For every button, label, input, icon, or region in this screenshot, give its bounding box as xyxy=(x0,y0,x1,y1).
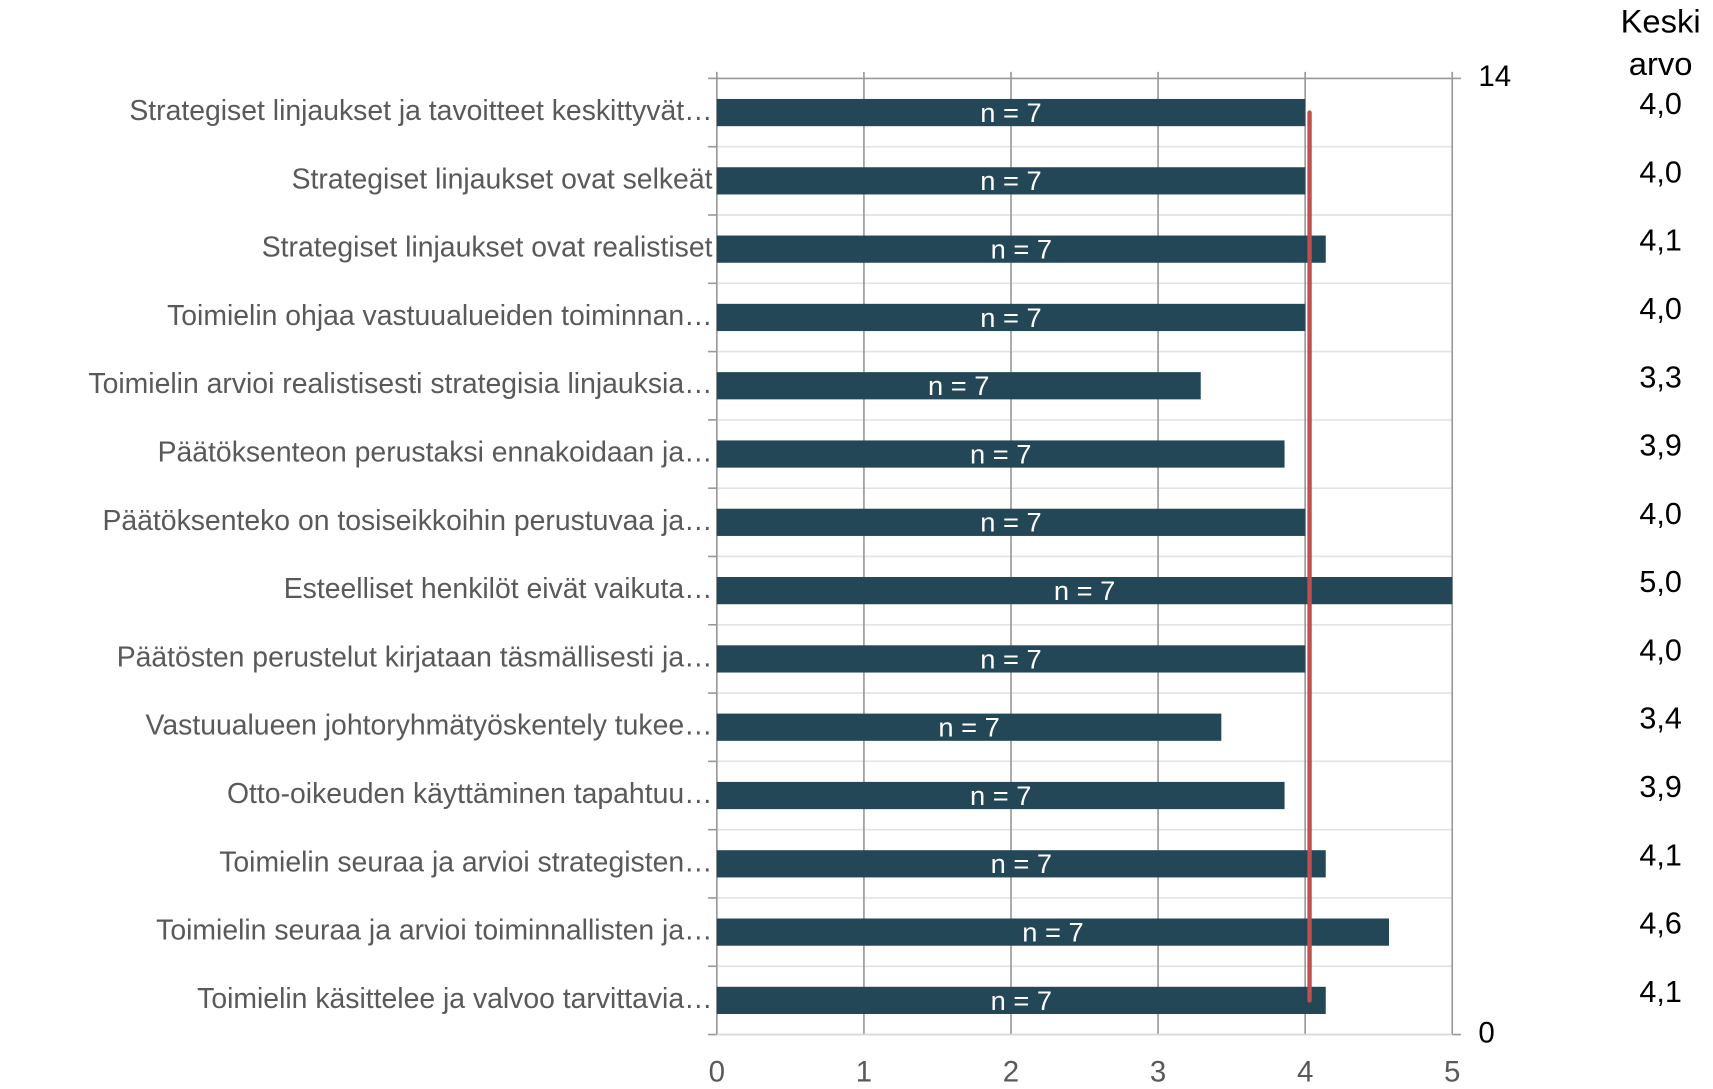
bar xyxy=(716,235,1326,263)
count-label: n = 7 xyxy=(980,165,1041,196)
count-label: n = 7 xyxy=(991,848,1052,879)
mean-label: 3,9 xyxy=(1639,429,1681,463)
mean-label: 4,0 xyxy=(1639,497,1681,531)
mean-label: 4,1 xyxy=(1639,838,1681,872)
count-label: n = 7 xyxy=(1054,575,1115,606)
bar xyxy=(716,918,1389,946)
mean-label: 4,1 xyxy=(1639,975,1681,1009)
mean-label: 4,0 xyxy=(1639,633,1681,667)
bar xyxy=(716,303,1306,332)
count-label: n = 7 xyxy=(970,438,1031,469)
bar xyxy=(716,440,1285,468)
mean-label: 4,0 xyxy=(1639,87,1681,121)
y-tick-label: Toimielin seuraa ja arvioi toiminnallist… xyxy=(156,915,712,947)
mean-label: 3,4 xyxy=(1639,702,1681,736)
y2-tick-label: 14 xyxy=(1478,60,1511,93)
y-tick-label: Strategiset linjaukset ovat realistiset xyxy=(262,232,713,264)
count-label: n = 7 xyxy=(970,780,1031,811)
mean-label: 3,3 xyxy=(1639,360,1681,394)
count-label: n = 7 xyxy=(980,97,1041,128)
bar xyxy=(716,98,1306,127)
y2-tick-label: 0 xyxy=(1478,1016,1494,1049)
count-label: n = 7 xyxy=(1022,917,1083,948)
y-tick-label: Toimielin käsittelee ja valvoo tarvittav… xyxy=(197,983,712,1015)
x-tick-label: 5 xyxy=(1444,1056,1460,1089)
y-tick-label: Päätösten perustelut kirjataan täsmällis… xyxy=(117,641,713,673)
mean-label: 4,6 xyxy=(1639,907,1681,941)
count-label: n = 7 xyxy=(928,370,989,401)
y-tick-label: Päätöksenteon perustaksi ennakoidaan ja… xyxy=(158,437,713,469)
count-label: n = 7 xyxy=(980,507,1041,538)
y-tick-label: Esteelliset henkilöt eivät vaikuta… xyxy=(284,573,713,605)
x-tick-label: 3 xyxy=(1150,1056,1166,1089)
count-label: n = 7 xyxy=(991,985,1052,1016)
bar xyxy=(716,372,1201,400)
x-tick-label: 0 xyxy=(709,1056,725,1089)
bar xyxy=(716,508,1306,536)
column-title: arvo xyxy=(1629,45,1693,82)
bar xyxy=(716,577,1453,605)
x-tick-label: 1 xyxy=(856,1056,872,1089)
y-tick-label: Vastuualueen johtoryhmätyöskentely tukee… xyxy=(146,710,713,742)
mean-label: 4,0 xyxy=(1639,155,1681,189)
bar xyxy=(716,986,1326,1015)
y-tick-label: Strategiset linjaukset ovat selkeät xyxy=(292,163,713,195)
y-tick-label: Otto-oikeuden käyttäminen tapahtuu… xyxy=(227,778,712,810)
y-tick-label: Päätöksenteko on tosiseikkoihin perustuv… xyxy=(102,505,712,537)
bar xyxy=(716,167,1306,195)
mean-label: 4,0 xyxy=(1639,292,1681,326)
count-label: n = 7 xyxy=(938,712,999,743)
count-label: n = 7 xyxy=(991,234,1052,265)
y-tick-label: Toimielin seuraa ja arvioi strategisten… xyxy=(219,846,712,878)
column-title: Keski xyxy=(1621,3,1701,40)
count-label: n = 7 xyxy=(980,643,1041,674)
bar xyxy=(716,645,1306,673)
mean-label: 5,0 xyxy=(1639,565,1681,599)
y-tick-label: Toimielin arvioi realistisesti strategis… xyxy=(88,368,712,400)
y-tick-label: Strategiset linjaukset ja tavoitteet kes… xyxy=(129,95,712,127)
y-tick-label: Toimielin ohjaa vastuualueiden toiminnan… xyxy=(167,300,712,332)
x-tick-label: 4 xyxy=(1297,1056,1313,1089)
count-label: n = 7 xyxy=(980,302,1041,333)
mean-label: 4,1 xyxy=(1639,224,1681,258)
bar xyxy=(716,713,1222,741)
mean-label: 3,9 xyxy=(1639,770,1681,804)
bar xyxy=(716,850,1326,878)
bar xyxy=(716,781,1285,810)
x-tick-label: 2 xyxy=(1003,1056,1019,1089)
